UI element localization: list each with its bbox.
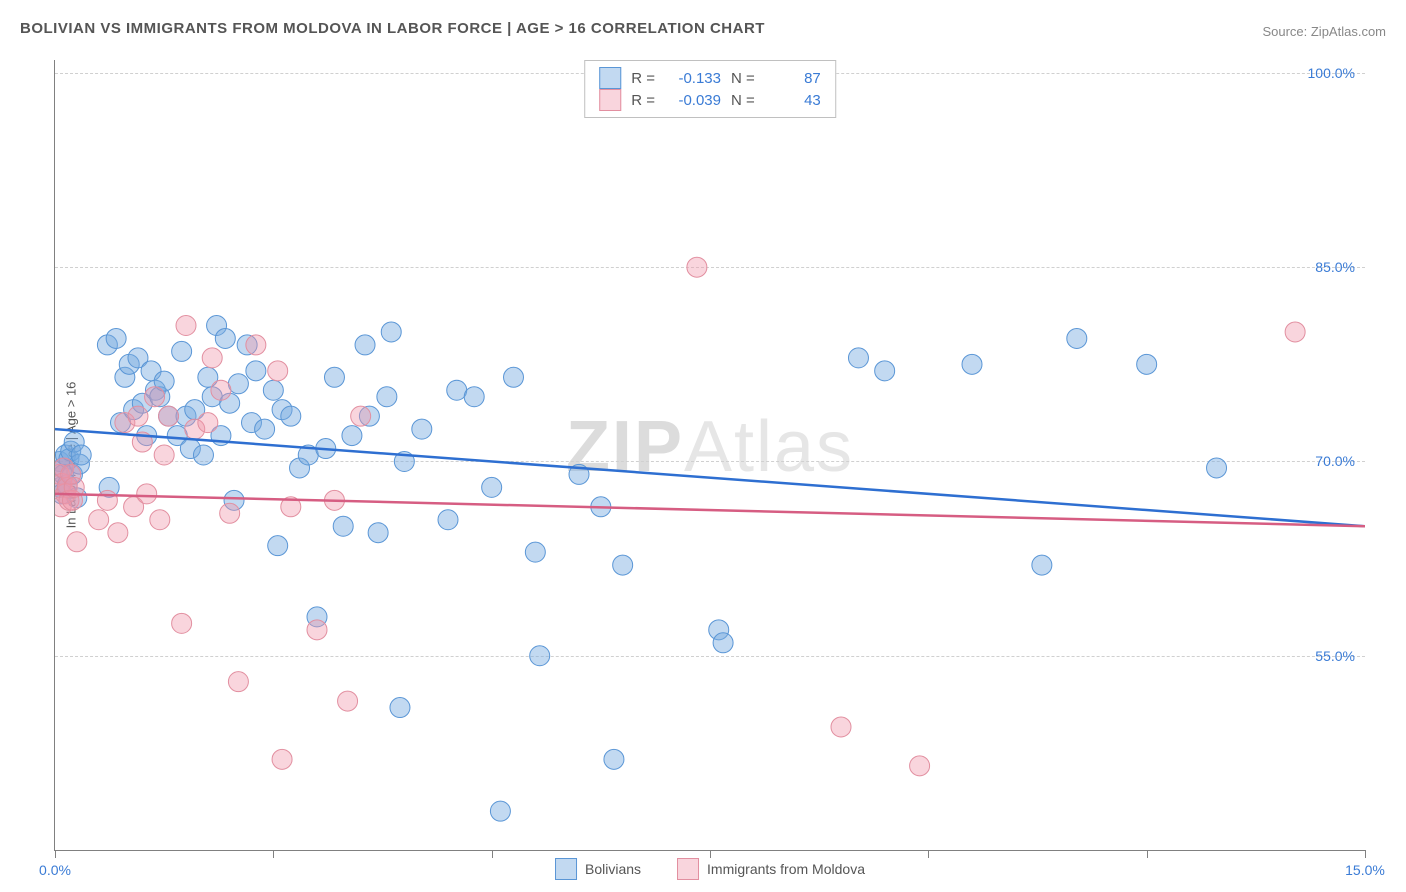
legend-r-key: R = [631,70,655,87]
scatter-point [355,335,375,355]
chart-title: BOLIVIAN VS IMMIGRANTS FROM MOLDOVA IN L… [20,20,765,37]
source-label: Source: ZipAtlas.com [1262,24,1386,39]
scatter-point [268,361,288,381]
scatter-point [390,698,410,718]
legend-r-value-0: -0.133 [665,70,721,87]
scatter-point [211,380,231,400]
scatter-point [159,406,179,426]
legend-r-key: R = [631,92,655,109]
scatter-point [482,477,502,497]
trend-line [55,429,1365,526]
scatter-point [154,445,174,465]
scatter-point [176,315,196,335]
scatter-point [1137,354,1157,374]
series-name-1: Immigrants from Moldova [707,861,865,877]
scatter-point [910,756,930,776]
scatter-point [281,406,301,426]
series-legend: Bolivians Immigrants from Moldova [555,858,865,880]
scatter-point [106,328,126,348]
scatter-point [490,801,510,821]
scatter-point [246,335,266,355]
scatter-point [220,503,240,523]
scatter-point [1067,328,1087,348]
scatter-point [438,510,458,530]
scatter-point [255,419,275,439]
scatter-point [198,413,218,433]
y-tick-label: 85.0% [1315,259,1355,275]
x-min-label: 0.0% [39,862,71,878]
y-tick-label: 70.0% [1315,453,1355,469]
legend-n-key: N = [731,92,755,109]
scatter-point [1285,322,1305,342]
scatter-point [67,532,87,552]
series-name-0: Bolivians [585,861,641,877]
scatter-point [377,387,397,407]
legend-n-value-0: 87 [765,70,821,87]
scatter-point [268,536,288,556]
scatter-point [412,419,432,439]
scatter-point [108,523,128,543]
scatter-point [1207,458,1227,478]
scatter-point [530,646,550,666]
scatter-point [172,341,192,361]
scatter-point [962,354,982,374]
scatter-point [202,348,222,368]
scatter-point [228,672,248,692]
scatter-point [831,717,851,737]
scatter-point [71,445,91,465]
scatter-point [464,387,484,407]
scatter-point [263,380,283,400]
scatter-point [193,445,213,465]
scatter-point [848,348,868,368]
scatter-point [351,406,371,426]
legend-r-value-1: -0.039 [665,92,721,109]
scatter-point [150,510,170,530]
scatter-point [525,542,545,562]
legend-n-value-1: 43 [765,92,821,109]
scatter-point [368,523,388,543]
legend-n-key: N = [731,70,755,87]
y-tick-label: 55.0% [1315,648,1355,664]
scatter-point [381,322,401,342]
y-tick-label: 100.0% [1308,65,1355,81]
series-swatch-bolivians [555,858,577,880]
scatter-point [875,361,895,381]
correlation-legend: R = -0.133 N = 87 R = -0.039 N = 43 [584,60,836,118]
scatter-svg [55,60,1365,850]
legend-swatch-moldova [599,89,621,111]
scatter-point [128,406,148,426]
scatter-point [1032,555,1052,575]
scatter-point [604,749,624,769]
scatter-point [272,749,292,769]
scatter-point [687,257,707,277]
scatter-point [246,361,266,381]
scatter-point [137,484,157,504]
scatter-point [338,691,358,711]
scatter-point [97,490,117,510]
scatter-point [89,510,109,530]
scatter-point [713,633,733,653]
series-swatch-moldova [677,858,699,880]
scatter-point [333,516,353,536]
scatter-point [342,426,362,446]
scatter-point [172,613,192,633]
scatter-point [324,367,344,387]
scatter-point [145,387,165,407]
legend-swatch-bolivians [599,67,621,89]
x-max-label: 15.0% [1345,862,1385,878]
plot-area: In Labor Force | Age > 16 ZIPAtlas 0.0% … [54,60,1365,851]
scatter-point [215,328,235,348]
scatter-point [307,620,327,640]
scatter-point [504,367,524,387]
scatter-point [613,555,633,575]
trend-line [55,494,1365,526]
